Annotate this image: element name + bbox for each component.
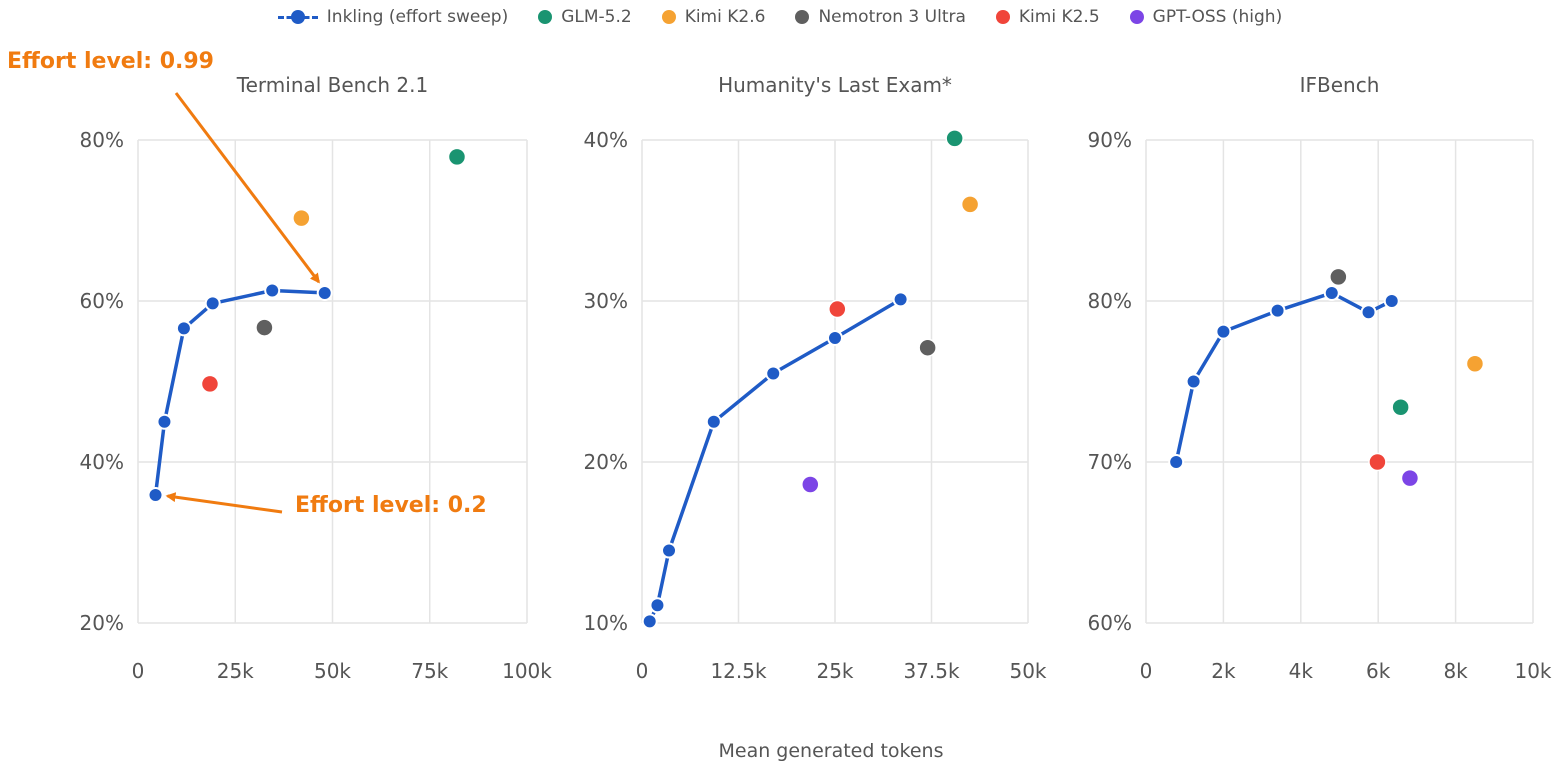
panel-humanity-s-last-exam: 0 12.5k 25k 37.5k 50k 10% 20% 30% 40% Humanity's … — [584, 73, 1047, 683]
y-tick-label: 70% — [1088, 450, 1132, 474]
y-tick-label: 40% — [584, 128, 628, 152]
y-tick-label: 60% — [1088, 611, 1132, 635]
point-kimi-k2-6 — [292, 208, 311, 228]
y-tick-label: 90% — [1088, 128, 1132, 152]
legend-label-gpt-oss: GPT-OSS (high) — [1152, 7, 1283, 27]
legend-swatch-gpt-oss — [1129, 10, 1144, 24]
inkling-point — [156, 413, 173, 430]
legend-swatch-inkling — [277, 10, 318, 24]
legend-item-kimi-k26: Kimi K2.6 — [661, 7, 766, 27]
y-tick-label: 20% — [80, 611, 124, 635]
inkling-point — [1215, 323, 1232, 340]
inkling-point — [1360, 304, 1377, 321]
inkling-point — [765, 365, 782, 382]
y-tick-label: 10% — [584, 611, 628, 635]
point-nemotron-3-ultra — [255, 318, 274, 337]
x-tick-label: 25k — [816, 659, 853, 683]
inkling-point — [827, 330, 843, 347]
legend-label-kimi-k26: Kimi K2.6 — [684, 7, 766, 27]
x-tick-label: 50k — [1009, 659, 1046, 683]
x-tick-label: 6k — [1366, 659, 1391, 683]
y-tick-label: 40% — [80, 450, 124, 474]
legend-label-glm: GLM-5.2 — [561, 7, 632, 27]
inkling-point — [892, 291, 909, 308]
legend-label-nemotron: Nemotron 3 Ultra — [818, 7, 966, 27]
inkling-point — [705, 413, 722, 430]
inkling-point — [1269, 302, 1286, 319]
inkling-sweep-line — [153, 288, 325, 496]
point-gpt-oss-high — [1400, 468, 1420, 488]
y-tick-label: 80% — [1088, 289, 1132, 313]
inkling-sweep-line — [1174, 291, 1393, 463]
point-nemotron-3-ultra — [1329, 267, 1348, 287]
x-tick-label: 4k — [1289, 659, 1314, 683]
point-kimi-k2-6 — [960, 195, 980, 214]
annotation-arrow-099 — [174, 92, 320, 284]
x-tick-label: 10k — [1514, 659, 1551, 683]
inkling-point — [1168, 454, 1185, 470]
x-tick-label: 50k — [314, 659, 351, 683]
x-tick-label: 2k — [1211, 659, 1236, 683]
legend-swatch-kimi-k26 — [661, 10, 676, 24]
legend-item-kimi-k25: Kimi K2.5 — [995, 7, 1100, 27]
x-tick-label: 8k — [1443, 659, 1468, 683]
inkling-point — [264, 282, 281, 299]
x-axis-title: Mean generated tokens — [718, 740, 943, 762]
x-tick-label: 100k — [502, 659, 552, 683]
y-tick-label: 60% — [80, 289, 124, 313]
x-tick-label: 0 — [132, 659, 145, 683]
y-tick-label: 30% — [584, 289, 628, 313]
inkling-point — [649, 597, 666, 614]
annotation-effort-099: Effort level: 0.99 — [7, 49, 214, 74]
point-kimi-k2-5 — [200, 374, 220, 394]
panel-title: Terminal Bench 2.1 — [236, 73, 428, 97]
legend-item-gpt-oss: GPT-OSS (high) — [1129, 7, 1283, 27]
legend-swatch-nemotron — [795, 10, 810, 24]
inkling-point — [641, 613, 658, 630]
annotation-effort-02: Effort level: 0.2 — [295, 493, 487, 518]
x-tick-label: 75k — [411, 659, 448, 683]
panel-title: IFBench — [1300, 73, 1380, 97]
point-nemotron-3-ultra — [918, 338, 937, 357]
annotation-arrow-02 — [165, 492, 283, 514]
panel-terminal-bench-2-1: 0 25k 50k 75k 100k 20% 40% 60% 80% Terminal Bench… — [7, 49, 552, 683]
panel-ifbench: 0 2k 4k 6k 8k 10k 60% 70% 80% 90% IFBench — [1088, 73, 1552, 683]
inkling-point — [1323, 284, 1340, 301]
legend-item-inkling: Inkling (effort sweep) — [277, 7, 509, 27]
legend-label-kimi-k25: Kimi K2.5 — [1018, 7, 1100, 27]
point-glm-5-2 — [447, 147, 467, 167]
legend-item-glm: GLM-5.2 — [538, 7, 632, 27]
inkling-point — [661, 542, 678, 559]
point-kimi-k2-6 — [1465, 354, 1485, 374]
x-tick-label: 25k — [217, 659, 254, 683]
point-glm-5-2 — [945, 129, 964, 148]
point-gpt-oss-high — [801, 475, 820, 494]
x-tick-label: 37.5k — [903, 659, 960, 683]
x-tick-label: 0 — [1140, 659, 1153, 683]
legend-label-inkling: Inkling (effort sweep) — [326, 7, 509, 27]
point-kimi-k2-5 — [1368, 452, 1387, 472]
legend-item-nemotron: Nemotron 3 Ultra — [795, 7, 966, 27]
panel-title: Humanity's Last Exam* — [718, 73, 952, 97]
inkling-point — [147, 487, 164, 504]
inkling-point — [175, 320, 192, 337]
point-kimi-k2-5 — [828, 299, 847, 319]
inkling-sweep-line — [648, 297, 902, 623]
legend-swatch-glm — [538, 10, 553, 24]
x-tick-label: 12.5k — [710, 659, 767, 683]
y-tick-label: 80% — [80, 128, 124, 152]
x-tick-label: 0 — [636, 659, 649, 683]
legend-swatch-kimi-k25 — [995, 10, 1010, 24]
chart-legend: Inkling (effort sweep) GLM-5.2 Kimi K2.6… — [0, 4, 1560, 30]
inkling-point — [1185, 373, 1202, 390]
point-glm-5-2 — [1391, 398, 1410, 417]
inkling-point — [1383, 293, 1400, 309]
inkling-point — [204, 295, 221, 312]
inkling-point — [316, 284, 333, 301]
y-tick-label: 20% — [584, 450, 628, 474]
